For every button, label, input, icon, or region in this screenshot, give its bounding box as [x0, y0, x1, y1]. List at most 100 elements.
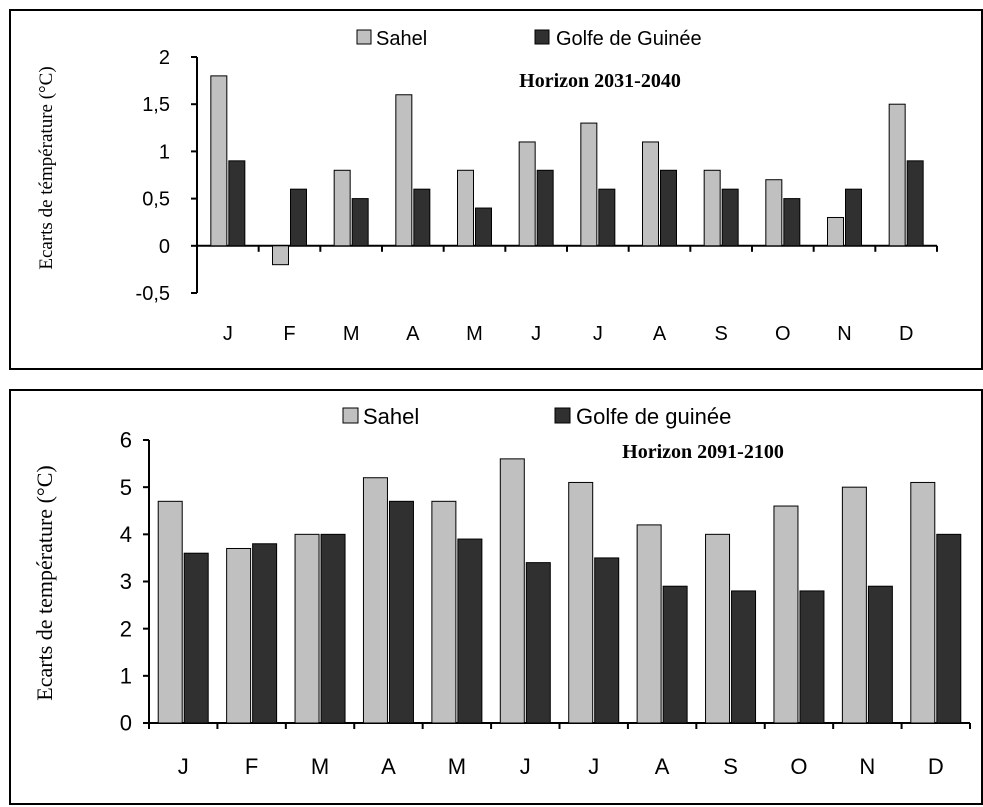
- bar-sahel-9: [703, 169, 721, 247]
- x-tick-label: S: [723, 754, 738, 779]
- y-tick-label: 2: [159, 47, 170, 69]
- x-tick-label: J: [593, 323, 603, 345]
- chart-panel-2091-2100: Ecarts de température (°C) Horizon 2091-…: [9, 389, 983, 805]
- bar-golfe-10: [799, 590, 825, 724]
- bar-golfe-8: [662, 585, 688, 724]
- x-tick-label: M: [466, 323, 483, 345]
- y-axis-label: Ecarts de température (°C): [32, 465, 57, 700]
- bar-golfe-3: [320, 533, 346, 724]
- legend: Sahel Golfe de guinée: [342, 404, 731, 429]
- bar-sahel-12: [910, 481, 936, 724]
- bar-golfe-1: [228, 160, 246, 247]
- bar-golfe-9: [721, 188, 739, 247]
- panel-frame: [9, 389, 983, 805]
- legend-swatch-golfe: [554, 407, 571, 424]
- y-tick-label: 1,5: [142, 94, 170, 116]
- bar-golfe-2: [290, 188, 307, 247]
- bar-golfe-7: [594, 557, 620, 724]
- x-tick-label: A: [406, 323, 420, 345]
- chart-title: Horizon 2091-2100: [622, 441, 784, 463]
- bar-sahel-9: [705, 533, 731, 724]
- bar-golfe-6: [536, 169, 554, 247]
- bar-sahel-10: [765, 179, 783, 247]
- bar-sahel-6: [499, 458, 525, 724]
- bar-sahel-11: [841, 486, 867, 724]
- bar-golfe-12: [906, 160, 924, 247]
- x-tick-label: J: [531, 323, 541, 345]
- x-tick-label: N: [859, 754, 875, 779]
- y-tick-label: 0: [120, 711, 132, 736]
- legend-swatch-sahel: [342, 407, 359, 424]
- bar-golfe-11: [867, 585, 893, 724]
- y-tick-label: 4: [120, 522, 132, 547]
- bar-golfe-7: [598, 188, 616, 247]
- legend: Sahel Golfe de Guinée: [356, 28, 702, 50]
- bar-sahel-1: [157, 500, 183, 724]
- x-tick-label: M: [448, 754, 466, 779]
- plot-area: 0 1 2 3 4 5 6 J F M A M J J A S O N D: [120, 428, 971, 779]
- bar-sahel-1: [210, 75, 228, 247]
- plot-area: -0,5 0 0,5 1 1,5 2 J F M A M J J A S O N D: [136, 47, 938, 345]
- y-tick-label: 2: [120, 616, 132, 641]
- y-axis-label: Ecarts de témpérature (°C): [36, 66, 57, 269]
- legend-swatch-golfe: [534, 29, 550, 45]
- bar-golfe-5: [457, 538, 483, 724]
- bar-sahel-10: [773, 505, 799, 724]
- legend-label-golfe: Golfe de Guinée: [556, 28, 702, 50]
- x-tick-label: O: [790, 754, 807, 779]
- bar-golfe-4: [413, 188, 431, 247]
- bar-sahel-5: [457, 169, 474, 247]
- y-tick-label: -0,5: [136, 283, 170, 305]
- bar-sahel-4: [362, 477, 388, 724]
- bar-sahel-6: [518, 141, 536, 247]
- bar-sahel-3: [294, 533, 320, 724]
- y-tick-label: 3: [120, 569, 132, 594]
- bar-sahel-3: [333, 169, 351, 247]
- x-tick-label: J: [223, 323, 233, 345]
- x-tick-label: S: [714, 323, 727, 345]
- y-tick-label: 5: [120, 475, 132, 500]
- bar-sahel-8: [642, 141, 659, 247]
- bar-golfe-5: [475, 207, 492, 247]
- bar-golfe-10: [783, 198, 801, 247]
- bar-golfe-3: [351, 198, 369, 247]
- bar-golfe-2: [252, 543, 278, 724]
- bar-golfe-1: [183, 552, 209, 724]
- x-tick-label: M: [343, 323, 360, 345]
- bar-golfe-4: [388, 500, 414, 724]
- legend-swatch-sahel: [356, 29, 372, 45]
- legend-label-sahel: Sahel: [363, 404, 419, 429]
- bar-sahel-4: [395, 94, 413, 247]
- x-tick-label: D: [928, 754, 944, 779]
- bar-golfe-6: [525, 562, 551, 724]
- bar-golfe-8: [660, 169, 677, 247]
- bar-sahel-8: [636, 524, 662, 724]
- y-tick-label: 1: [159, 141, 170, 163]
- x-tick-label: J: [178, 754, 189, 779]
- bar-sahel-5: [431, 500, 457, 724]
- bar-sahel-11: [827, 216, 844, 247]
- x-tick-label: J: [588, 754, 599, 779]
- x-tick-label: J: [520, 754, 531, 779]
- x-tick-label: N: [837, 323, 851, 345]
- panel-frame: [9, 9, 983, 370]
- x-tick-label: M: [311, 754, 329, 779]
- y-tick-label: 6: [120, 428, 132, 453]
- x-tick-label: A: [655, 754, 670, 779]
- x-tick-label: F: [245, 754, 258, 779]
- bar-sahel-2: [272, 245, 289, 266]
- x-tick-label: A: [653, 323, 667, 345]
- x-tick-label: D: [899, 323, 913, 345]
- bar-golfe-9: [731, 590, 757, 724]
- x-tick-label: O: [775, 323, 791, 345]
- y-tick-label: 0,5: [142, 189, 170, 211]
- bar-sahel-2: [226, 547, 252, 724]
- bar-golfe-12: [936, 533, 962, 724]
- bar-sahel-7: [580, 122, 598, 247]
- chart-panel-2031-2040: Ecarts de témpérature (°C) Horizon 2031-…: [9, 9, 983, 370]
- y-tick-label: 1: [120, 664, 132, 689]
- legend-label-sahel: Sahel: [376, 28, 427, 50]
- y-tick-label: 0: [159, 236, 170, 258]
- bar-sahel-12: [888, 103, 906, 247]
